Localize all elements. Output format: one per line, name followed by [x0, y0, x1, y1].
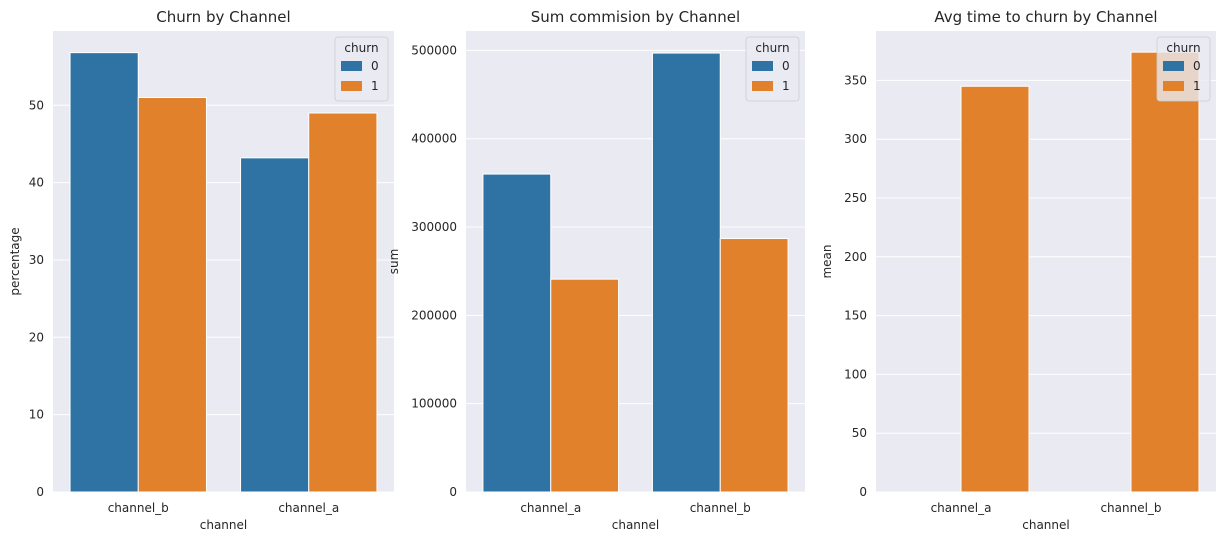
x-tick-label: channel_b — [108, 501, 169, 515]
x-tick-label: channel_a — [931, 501, 992, 515]
y-tick-label: 300 — [844, 132, 867, 146]
y-tick-label: 200 — [844, 250, 867, 264]
legend-swatch-0 — [341, 61, 362, 71]
y-tick-label: 0 — [449, 485, 457, 499]
chart-panel-2: 0 100000 200000 300000 400000 500000 channel_a… — [387, 8, 805, 532]
legend-label: 0 — [371, 59, 379, 73]
legend: churn 0 1 — [334, 36, 389, 102]
bar-channel_b-churn-0 — [651, 52, 721, 493]
y-tick-label: 100000 — [411, 397, 457, 411]
legend-swatch-0 — [1163, 61, 1184, 71]
legend-swatch-1 — [1163, 81, 1184, 91]
y-tick-label: 50 — [852, 426, 867, 440]
legend-label: 1 — [371, 79, 379, 93]
bar-channel_a-churn-0 — [482, 173, 552, 493]
y-tick-label: 150 — [844, 309, 867, 323]
bar-channel_a-churn-1 — [960, 85, 1030, 493]
y-axis-label: mean — [820, 244, 834, 278]
x-axis-label: channel — [1022, 518, 1069, 532]
bar-channel_a-churn-1 — [308, 112, 378, 493]
legend-label: 1 — [1193, 79, 1201, 93]
y-tick-label: 500000 — [411, 43, 457, 57]
bar-channel_b-churn-1 — [1130, 51, 1200, 493]
y-tick-label: 0 — [859, 485, 867, 499]
y-tick-label: 20 — [29, 330, 44, 344]
chart-title: Avg time to churn by Channel — [934, 8, 1157, 26]
y-tick-label: 250 — [844, 191, 867, 205]
legend-swatch-1 — [752, 81, 773, 91]
y-axis-label: sum — [387, 249, 401, 275]
y-tick-label: 30 — [29, 253, 44, 267]
legend-label: 0 — [1193, 59, 1201, 73]
legend-swatch-1 — [341, 81, 362, 91]
x-tick-label: channel_b — [1100, 501, 1161, 515]
legend-title: churn — [344, 41, 378, 55]
y-axis-label: percentage — [8, 227, 22, 295]
chart-title: Sum commision by Channel — [531, 8, 740, 26]
legend: churn 0 1 — [1156, 36, 1211, 102]
bar-channel_a-churn-0 — [240, 157, 310, 493]
legend-title: churn — [755, 41, 789, 55]
y-tick-label: 400000 — [411, 132, 457, 146]
y-tick-label: 100 — [844, 367, 867, 381]
x-tick-label: channel_a — [520, 501, 581, 515]
legend-swatch-0 — [752, 61, 773, 71]
y-tick-label: 50 — [29, 98, 44, 112]
bar-channel_b-churn-0 — [69, 52, 139, 493]
y-tick-label: 40 — [29, 176, 44, 190]
y-tick-label: 10 — [29, 408, 44, 422]
legend-title: churn — [1166, 41, 1200, 55]
chart-panel-3: 0 50 100 150 200 250 300 350 channel_a channel_b A… — [820, 8, 1216, 532]
bar-channel_b-churn-1 — [137, 97, 207, 493]
y-tick-label: 200000 — [411, 308, 457, 322]
x-tick-label: channel_a — [278, 501, 339, 515]
chart-title: Churn by Channel — [156, 8, 290, 26]
bar-channel_a-churn-1 — [550, 278, 620, 493]
legend-label: 0 — [782, 59, 790, 73]
y-tick-label: 0 — [36, 485, 44, 499]
legend-label: 1 — [782, 79, 790, 93]
bar-channel_b-churn-1 — [719, 238, 789, 493]
y-tick-label: 300000 — [411, 220, 457, 234]
x-tick-label: channel_b — [690, 501, 751, 515]
x-axis-label: channel — [612, 518, 659, 532]
x-axis-label: channel — [200, 518, 247, 532]
y-tick-label: 350 — [844, 73, 867, 87]
legend: churn 0 1 — [745, 36, 800, 102]
